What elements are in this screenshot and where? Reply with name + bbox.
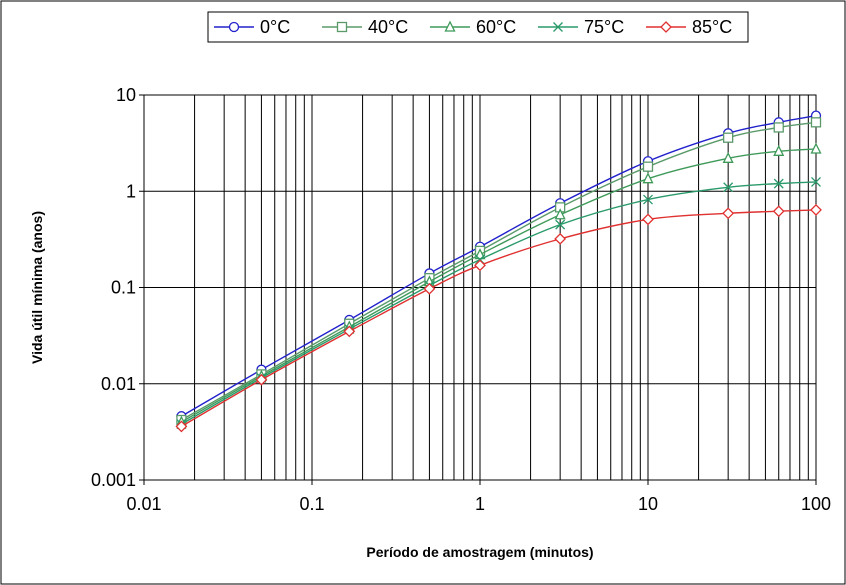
data-point [554, 208, 566, 220]
legend-label: 0°C [260, 17, 290, 37]
legend-label: 85°C [692, 17, 732, 37]
data-point [175, 420, 188, 433]
legend: 0°C 40°C 60°C 75°C 85°C [207, 11, 749, 43]
x-tick-label: 0.1 [299, 494, 324, 514]
legend-item: 40°C [322, 17, 408, 37]
data-point [723, 182, 734, 193]
data-point [642, 172, 654, 184]
data-point [255, 373, 268, 386]
legend-label: 75°C [584, 17, 624, 37]
data-point [474, 248, 486, 260]
legend-marker [553, 22, 563, 32]
legend-label: 40°C [368, 17, 408, 37]
data-point [423, 282, 436, 295]
x-axis-title: Período de amostragem (minutos) [366, 544, 593, 560]
y-axis-title: Vida útil mínima (anos) [29, 211, 45, 364]
data-point [723, 132, 734, 143]
series-line [181, 209, 817, 428]
series-line [181, 114, 817, 417]
legend-marker [336, 21, 348, 33]
series-layer [175, 110, 822, 433]
data-point [773, 122, 784, 133]
y-tick-label: 0.001 [91, 470, 136, 490]
data-point [555, 219, 566, 230]
legend-marker [660, 21, 672, 33]
y-tick-label: 1 [126, 181, 136, 201]
legend-item: 60°C [430, 17, 516, 37]
data-point [810, 203, 822, 216]
y-tick-label: 0.01 [101, 374, 136, 394]
x-tick-label: 1 [475, 494, 485, 514]
series-5 [175, 203, 822, 433]
y-tick-label: 0.1 [111, 278, 136, 298]
data-point [474, 259, 486, 272]
data-point [343, 325, 356, 338]
data-point [810, 142, 822, 154]
x-tick-labels: 0.01 0.1 1 10 100 [126, 480, 831, 514]
data-point [554, 232, 567, 245]
y-tick-labels: 0.001 0.01 0.1 1 10 [91, 85, 144, 490]
x-tick-label: 10 [638, 494, 658, 514]
x-tick-label: 0.01 [126, 494, 161, 514]
data-point [642, 213, 654, 226]
data-point [810, 117, 822, 128]
legend-label: 60°C [476, 17, 516, 37]
series-line [181, 148, 817, 423]
data-point [642, 161, 654, 172]
legend-item: 75°C [538, 17, 624, 37]
data-point [722, 207, 735, 220]
legend-marker [228, 21, 240, 33]
data-point [722, 151, 734, 163]
x-tick-label: 100 [801, 494, 831, 514]
data-point [643, 194, 653, 205]
data-point [772, 205, 785, 218]
data-point [773, 178, 784, 189]
legend-marker [444, 20, 456, 32]
legend-item: 0°C [214, 17, 290, 37]
data-point [811, 176, 821, 187]
series-line [181, 121, 817, 421]
y-tick-label: 10 [116, 85, 136, 105]
legend-item: 85°C [646, 17, 732, 37]
series-line [181, 181, 817, 425]
data-point [773, 144, 785, 156]
